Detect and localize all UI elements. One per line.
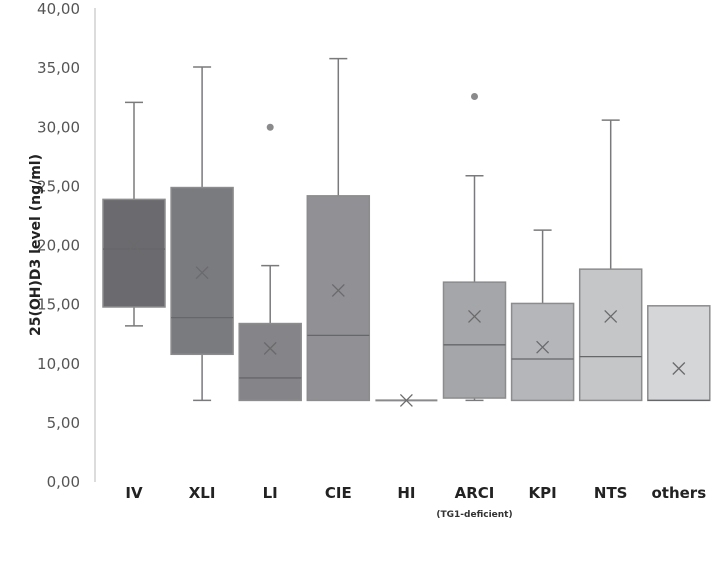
box-xli [170,66,234,402]
outlier-point [471,93,478,101]
box-kpi [510,229,575,402]
x-category-label: LI [263,484,278,502]
y-tick-label: 35,00 [37,59,80,77]
x-category-label: CIE [325,484,352,502]
x-category-label: KPI [528,484,556,502]
iqr-box [238,322,302,402]
y-tick-label: 10,00 [37,355,80,373]
mean-marker [263,341,277,355]
mean-marker [468,309,481,323]
mean-marker [604,309,618,323]
iqr-box [442,281,507,399]
x-category-sublabel: (TG1-deficient) [436,510,512,520]
box-arci [442,93,507,402]
x-category-label: NTS [594,484,628,502]
mean-marker [536,340,550,354]
iqr-box [170,186,234,356]
box-cie [306,57,371,402]
box-iv [102,101,166,327]
y-tick-label: 30,00 [37,118,80,136]
iqr-box [306,195,371,402]
y-tick-label: 0,00 [47,473,80,491]
y-tick-label: 15,00 [37,296,80,314]
iqr-box [578,268,643,402]
box-hi [375,393,438,407]
iqr-box [510,302,575,402]
x-category-label: ARCI [455,484,495,502]
y-axis-label: 25(OH)D3 level (ng/ml) [28,154,44,336]
y-tick-label: 5,00 [47,414,80,432]
mean-marker [399,393,413,407]
x-category-label: others [651,484,706,502]
y-tick-label: 20,00 [37,237,80,255]
mean-marker [127,239,141,252]
iqr-box [647,305,711,402]
outlier-point [266,123,274,131]
box-nts [578,119,643,402]
mean-marker [195,266,209,280]
iqr-box [102,198,166,308]
y-tick-label: 40,00 [37,0,80,18]
mean-marker [672,362,686,375]
x-category-label: XLI [189,484,216,502]
mean-marker [331,283,345,297]
x-category-label: IV [125,484,143,502]
x-category-label: HI [397,484,415,502]
box-others [647,305,711,402]
y-tick-label: 25,00 [37,177,80,195]
box-li [238,123,302,402]
